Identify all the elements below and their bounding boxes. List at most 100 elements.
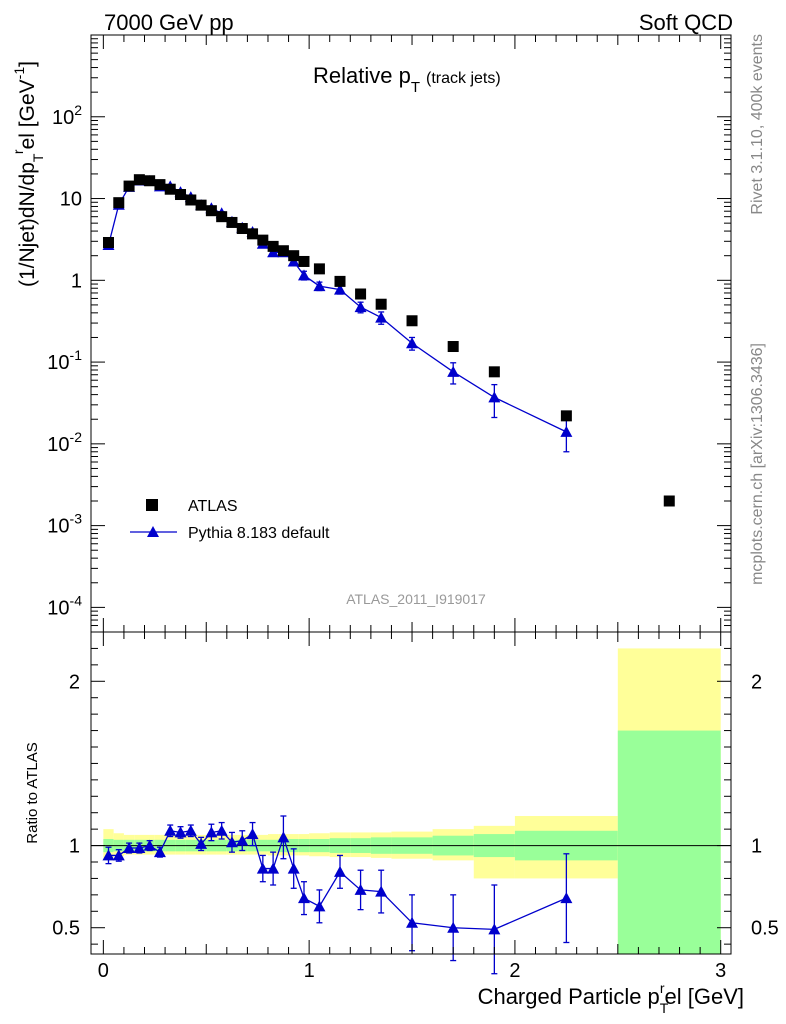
- main-y-tick-base: 1: [71, 270, 82, 292]
- ratio-point: [133, 842, 146, 854]
- ratio-axis-ticks: [91, 632, 731, 954]
- x-tick-label: 0: [98, 960, 109, 982]
- atlas-point: [267, 240, 279, 252]
- ratio-y-tick-label-right: 2: [751, 671, 762, 693]
- main-axis-ticks: [91, 34, 731, 633]
- pythia-point: [297, 269, 310, 281]
- main-y-tick-label: 10-1: [47, 347, 82, 374]
- pythia-point: [488, 391, 501, 403]
- pythia-point: [354, 301, 367, 313]
- legend-marker-pythia: [147, 526, 159, 537]
- ratio-point: [225, 836, 238, 848]
- atlas-point: [113, 197, 125, 209]
- ratio-point: [184, 824, 197, 836]
- atlas-point: [334, 275, 346, 287]
- energy-label: 7000 GeV pp: [104, 10, 234, 35]
- atlas-point: [406, 315, 418, 327]
- atlas-point: [313, 263, 325, 275]
- atlas-point: [185, 194, 197, 206]
- ratio-frame: [90, 631, 732, 955]
- pythia-point: [560, 425, 573, 437]
- ratio-y-tick-label-left: 0.5: [52, 918, 80, 940]
- stat-uncertainty-band: [617, 730, 721, 954]
- atlas-point: [133, 174, 145, 186]
- main-y-label-sub: T: [30, 153, 46, 162]
- atlas-point: [488, 366, 500, 378]
- main-y-tick-base: 10: [47, 434, 69, 456]
- ratio-y-tick-label-right: 1: [751, 836, 762, 858]
- main-y-tick-exp: -4: [70, 592, 83, 608]
- ratio-point: [112, 849, 125, 861]
- pythia-point: [375, 311, 388, 323]
- main-title: Relative pT (track jets): [313, 63, 501, 96]
- ratio-line: [108, 830, 567, 931]
- ratio-panel: 0.5 0.5 1 1 2 2 0 1 2 3 Ratio to ATLAS Charged Pa…: [24, 631, 779, 1016]
- ratio-point: [354, 883, 367, 895]
- legend-label-pythia: Pythia 8.183 default: [188, 525, 330, 542]
- ratio-tick-labels: 0.5 0.5 1 1 2 2 0 1 2 3: [52, 671, 779, 982]
- main-y-tick-exp: 2: [74, 102, 82, 118]
- ratio-point: [488, 923, 501, 935]
- atlas-point: [447, 341, 459, 353]
- ratio-point: [256, 862, 269, 874]
- ratio-point: [102, 849, 115, 861]
- legend-label-atlas: ATLAS: [188, 498, 238, 515]
- ratio-point: [153, 846, 166, 858]
- atlas-point: [277, 245, 289, 257]
- x-axis-label-end: el [GeV]: [665, 984, 744, 1009]
- atlas-point: [247, 228, 259, 240]
- atlas-point: [205, 205, 217, 217]
- x-tick-label: 2: [509, 960, 520, 982]
- pythia-point: [447, 365, 460, 377]
- legend-marker-atlas: [146, 499, 158, 511]
- atlas-point: [288, 250, 300, 262]
- ratio-point: [375, 885, 388, 897]
- analysis-label: ATLAS_2011_I919017: [346, 591, 486, 607]
- ratio-point: [297, 892, 310, 904]
- ratio-point: [287, 862, 300, 874]
- main-y-tick-label: 1: [71, 270, 82, 292]
- ratio-point: [560, 892, 573, 904]
- atlas-point: [355, 288, 367, 300]
- rivet-label: Rivet 3.1.10, 400k events: [749, 34, 766, 215]
- atlas-point: [144, 175, 156, 187]
- ratio-point: [313, 900, 326, 912]
- main-y-tick-label: 10: [60, 189, 82, 211]
- atlas-point: [375, 298, 387, 310]
- ratio-point: [236, 834, 249, 846]
- main-y-label-text: (1/Njet)dN/dp: [16, 162, 39, 287]
- legend: ATLAS Pythia 8.183 default: [130, 498, 330, 542]
- pythia-line: [107, 179, 567, 433]
- main-y-tick-exp: -1: [70, 347, 83, 363]
- main-title-suffix: (track jets): [426, 70, 501, 87]
- ratio-point: [174, 826, 187, 838]
- ratio-point: [215, 824, 228, 836]
- ratio-point: [334, 865, 347, 877]
- ratio-point: [246, 828, 259, 840]
- x-tick-label: 3: [715, 960, 726, 982]
- ratio-y-tick-label-left: 2: [69, 671, 80, 693]
- main-y-tick-base: 10: [47, 597, 69, 619]
- x-axis-label-text: Charged Particle p: [478, 984, 660, 1009]
- atlas-point: [195, 199, 207, 211]
- main-y-tick-base: 10: [52, 107, 74, 129]
- ratio-point: [447, 921, 460, 933]
- ratio-point: [406, 916, 419, 928]
- main-title-sub: T: [411, 79, 420, 96]
- ratio-point: [267, 862, 280, 874]
- x-tick-label: 1: [304, 960, 315, 982]
- main-y-label-mid: el [GeV: [16, 79, 39, 149]
- main-y-tick-base: 10: [47, 516, 69, 538]
- ratio-y-tick-label-right: 0.5: [751, 918, 779, 940]
- main-frame: [90, 34, 732, 633]
- mcplots-label: mcplots.cern.ch [arXiv:1306.3436]: [749, 343, 766, 585]
- x-axis-label: Charged Particle pTrel [GeV]: [478, 980, 744, 1016]
- main-y-tick-base: 10: [47, 352, 69, 374]
- atlas-point: [226, 216, 238, 228]
- main-y-label: (1/Njet)dN/dpTrel [GeV-1]: [10, 61, 46, 287]
- atlas-point: [663, 495, 675, 507]
- ratio-point: [277, 831, 290, 843]
